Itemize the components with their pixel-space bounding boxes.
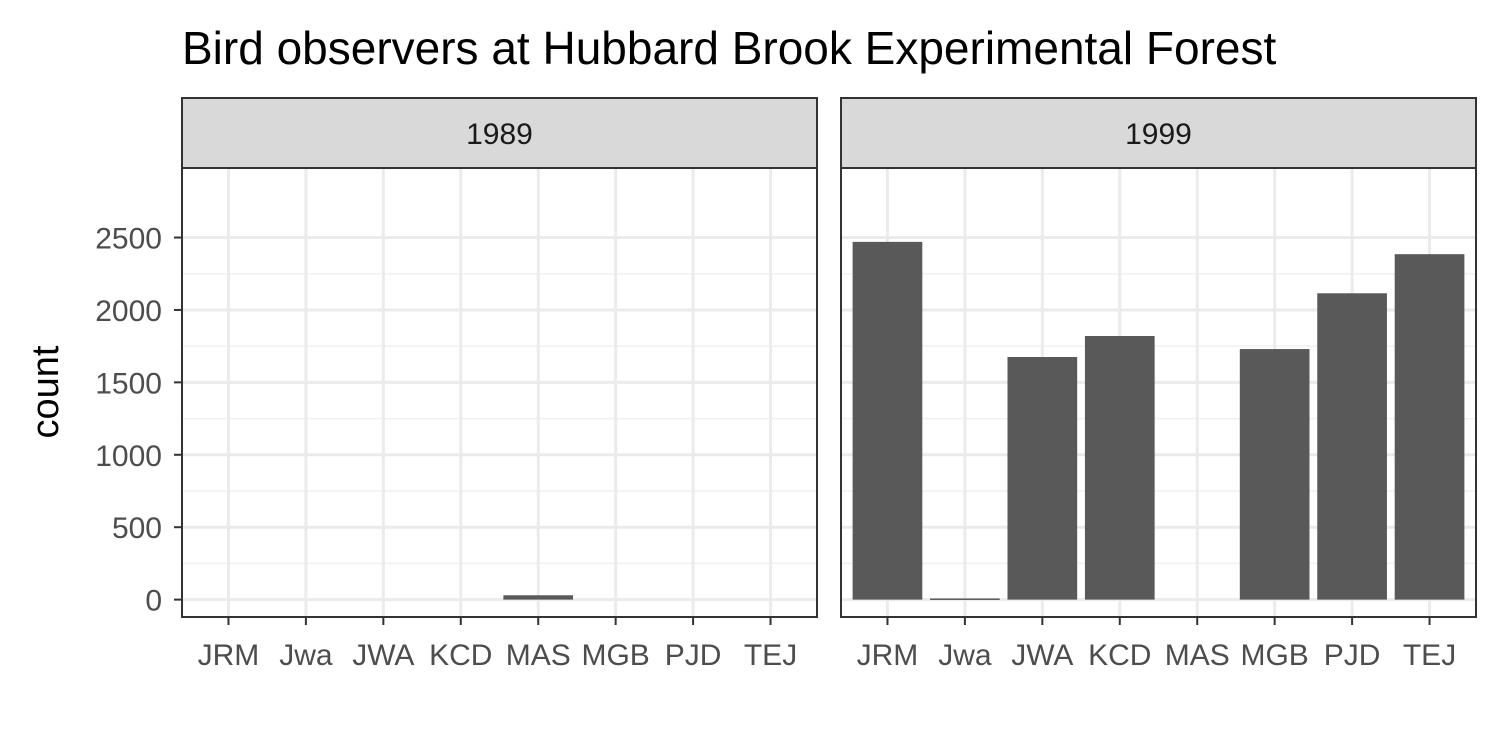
y-tick-label: 2000 [95, 295, 162, 328]
panel-background [182, 168, 817, 617]
bar-1989-MAS [503, 595, 574, 600]
bar-1999-KCD [1084, 336, 1155, 600]
y-tick-label: 1000 [95, 440, 162, 473]
x-tick-label: Jwa [279, 639, 333, 672]
x-tick-label: PJD [1324, 639, 1381, 672]
x-tick-label: MGB [581, 639, 649, 672]
panel-border [181, 97, 818, 618]
facet-strip-label: 1999 [1125, 118, 1192, 151]
y-tick-label: 1500 [95, 367, 162, 400]
x-tick-label: MAS [1165, 639, 1230, 672]
bar-1999-MGB [1239, 349, 1310, 600]
y-axis-label: count [25, 345, 67, 438]
y-tick-label: 2500 [95, 223, 162, 256]
y-tick-label: 0 [145, 585, 162, 618]
x-tick-label: JRM [857, 639, 919, 672]
y-tick-label: 500 [112, 512, 162, 545]
chart-title: Bird observers at Hubbard Brook Experime… [182, 22, 1276, 74]
bar-1999-Jwa [930, 598, 1000, 600]
x-tick-label: TEJ [744, 639, 797, 672]
x-tick-label: MAS [506, 639, 571, 672]
x-tick-label: JRM [198, 639, 260, 672]
x-tick-label: KCD [1088, 639, 1151, 672]
bar-1999-JWA [1007, 357, 1078, 600]
bar-1999-TEJ [1394, 254, 1465, 600]
facet-panel-1999: 1999 JRM Jwa JWA KCD MAS MGB PJD TEJ [840, 97, 1477, 672]
x-tick-label: Jwa [938, 639, 992, 672]
x-tick-label: PJD [665, 639, 722, 672]
x-tick-label: JWA [352, 639, 414, 672]
facet-panel-1989: 1989 JRM Jwa JWA KCD MAS MGB PJD TEJ 0 500 1000 1500… [95, 97, 818, 672]
facet-panels: 1989 JRM Jwa JWA KCD MAS MGB PJD TEJ 0 500 1000 1500… [95, 97, 1477, 672]
x-tick-label: JWA [1011, 639, 1073, 672]
facet-strip-label: 1989 [466, 118, 533, 151]
x-tick-label: KCD [429, 639, 492, 672]
x-tick-label: TEJ [1403, 639, 1456, 672]
bar-1999-JRM [852, 241, 923, 600]
x-tick-label: MGB [1240, 639, 1308, 672]
panel-border [840, 97, 1477, 618]
bar-1999-PJD [1317, 293, 1387, 600]
